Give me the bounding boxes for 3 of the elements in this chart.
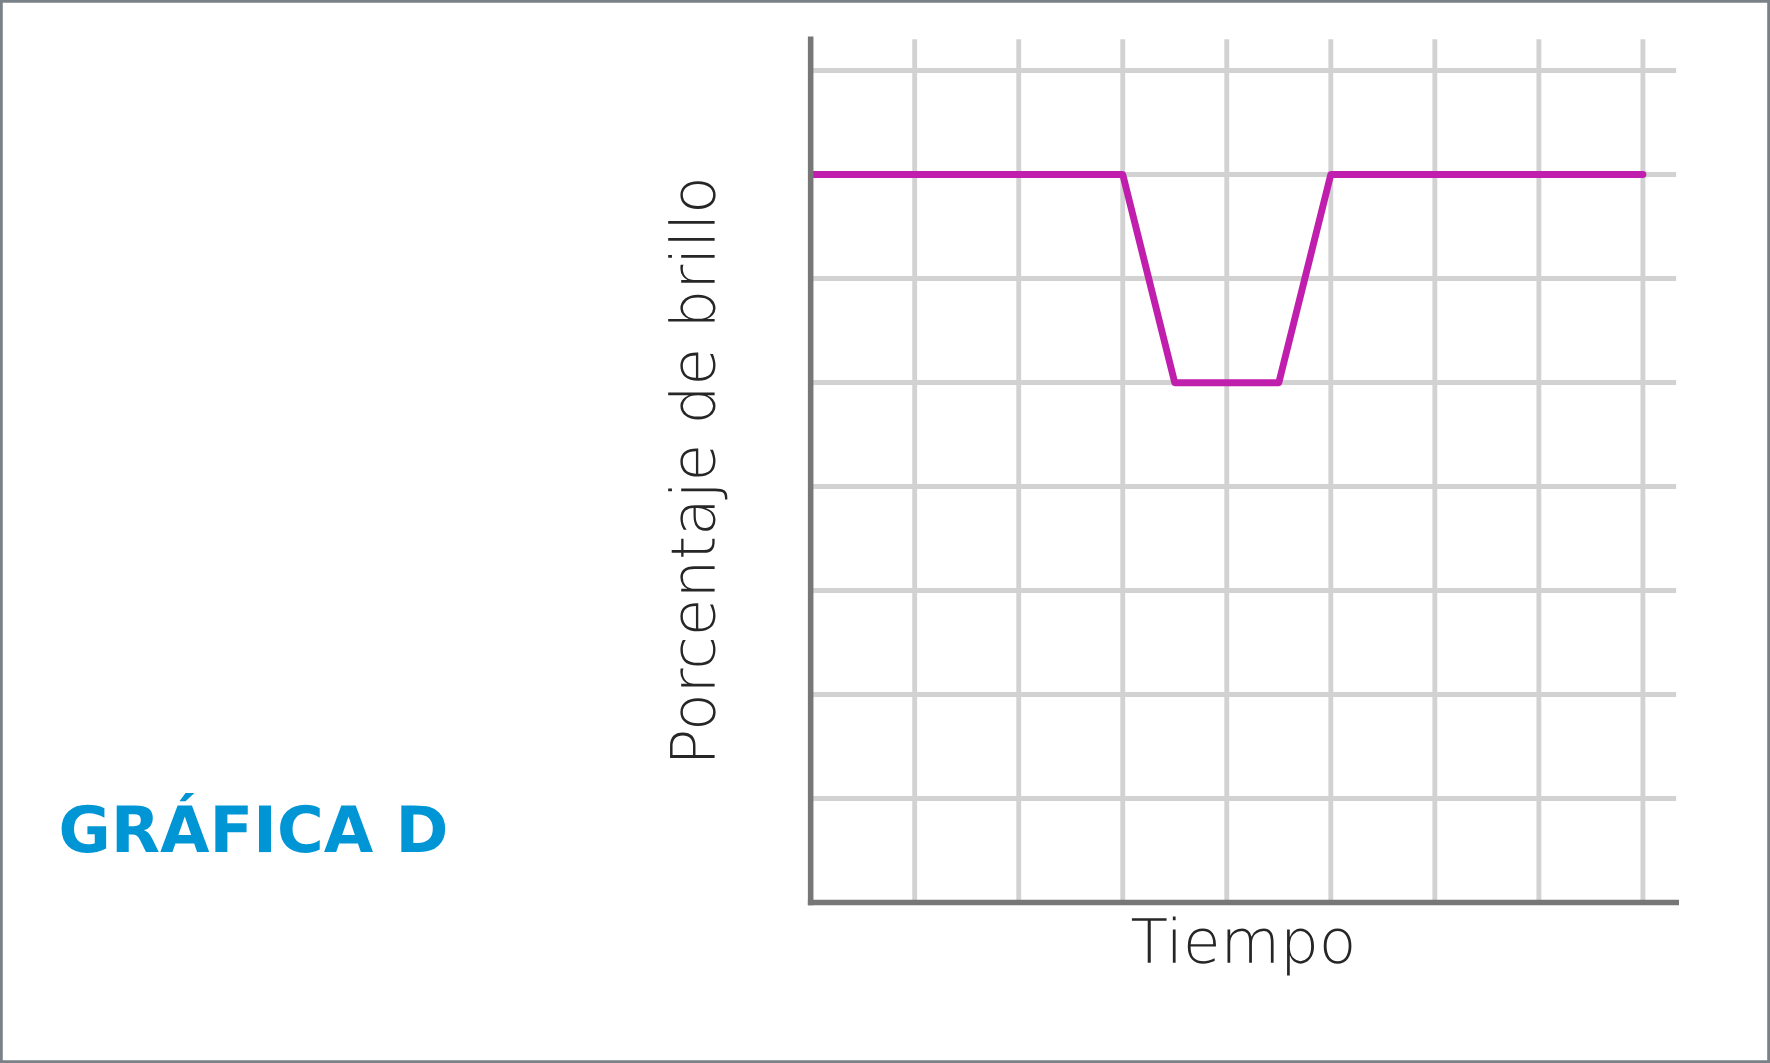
x-axis-title: Tiempo — [1131, 916, 1352, 976]
text: GRÁFICA D — [61, 792, 446, 853]
y-axis-title: Porcentaje de brillo — [668, 181, 728, 759]
